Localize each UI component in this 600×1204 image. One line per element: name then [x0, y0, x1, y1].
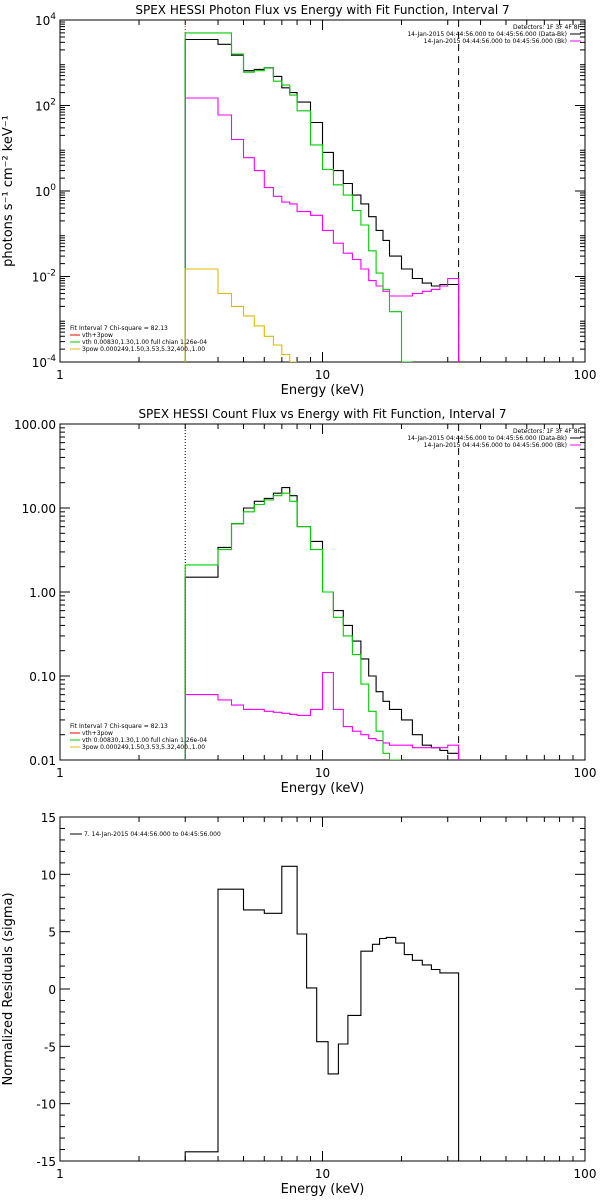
series-group: [184, 865, 460, 1161]
y-tick-label: 104: [35, 12, 56, 28]
x-tick-label: 10: [315, 368, 330, 382]
series-line-bk: [184, 671, 460, 760]
x-axis-label: Energy (keV): [281, 1182, 365, 1197]
legend-entry: 14-Jan-2015 04:44:56.000 to 04:45:56.000…: [407, 435, 567, 442]
x-tick-label: 100: [574, 1167, 597, 1181]
y-tick-label: 102: [35, 98, 56, 114]
y-axis-label: Normalized Residuals (sigma): [1, 892, 16, 1085]
series-line-7: [184, 865, 460, 1161]
legend-entry: 7. 14-Jan-2015 04:44:56.000 to 04:45:56.…: [84, 831, 221, 838]
fit-legend-header: Fit Interval 7 Chi-square = 82.13: [70, 723, 168, 730]
fit-legend-entry: vth 0.00830,1.30,1.00 full chian 1.26e-0…: [82, 737, 207, 744]
series-line-bk: [184, 97, 460, 362]
y-tick-label: -15: [36, 1155, 56, 1169]
plot-frame: [59, 19, 586, 363]
y-tick-base: 10: [35, 185, 50, 199]
legend-entry: 14-Jan-2015 04:44:56.000 to 04:45:56.000…: [407, 31, 567, 38]
series-line-data-bk: [184, 487, 460, 760]
x-axis-label: Energy (keV): [281, 781, 365, 796]
plot-frame: [59, 816, 586, 1162]
y-tick-label: 10: [41, 868, 56, 882]
y-axis-label: photons s⁻¹ cm⁻² keV⁻¹: [1, 115, 16, 267]
series-group: [184, 32, 460, 362]
y-tick-label: 10.00: [22, 502, 56, 516]
x-tick-label: 10: [315, 1167, 330, 1181]
y-tick-label: 1.00: [29, 586, 56, 600]
series-line-data-bk: [184, 38, 460, 362]
fit-legend-entry: vth+3pow: [82, 730, 113, 737]
y-tick-label: 0: [48, 983, 56, 997]
series-group: [184, 487, 460, 760]
fit-legend-entry: vth 0.00830,1.30,1.00 full chian 1.26e-0…: [82, 339, 207, 346]
y-tick-exponent: 2: [50, 98, 56, 108]
y-tick-label: -5: [44, 1040, 56, 1054]
y-tick-base: 10: [35, 14, 50, 28]
x-axis-label: Energy (keV): [281, 383, 365, 398]
chart-panel-2: SPEX HESSI Count Flux vs Energy with Fit…: [14, 407, 596, 796]
chart-title: SPEX HESSI Count Flux vs Energy with Fit…: [138, 407, 506, 421]
y-tick-exponent: -2: [47, 269, 56, 279]
y-tick-exponent: 0: [50, 183, 56, 193]
x-tick-label: 1: [56, 766, 64, 780]
x-tick-label: 100: [574, 368, 597, 382]
fit-legend-header: Fit Interval 7 Chi-square = 82.13: [70, 325, 168, 332]
y-tick-base: 10: [35, 100, 50, 114]
legend-entry: 14-Jan-2015 04:44:56.000 to 04:45:56.000…: [424, 38, 567, 45]
y-tick-label: 0.01: [29, 754, 56, 768]
y-tick-label: 100.00: [14, 418, 56, 432]
chart-title: SPEX HESSI Photon Flux vs Energy with Fi…: [135, 3, 509, 17]
y-tick-label: 10-2: [32, 269, 56, 285]
y-tick-label: 100: [35, 183, 56, 199]
fit-legend-entry: 3pow 0.000249,1.50,3.53,5.32,400.,1.00: [82, 744, 205, 751]
x-tick-label: 1: [56, 1167, 64, 1181]
chart-panel-1: SPEX HESSI Photon Flux vs Energy with Fi…: [1, 3, 596, 398]
y-tick-base: 10: [32, 356, 47, 370]
y-tick-exponent: -4: [47, 354, 56, 364]
x-tick-label: 1: [56, 368, 64, 382]
fit-legend-entry: 3pow 0.000249,1.50,3.53,5.32,400.,1.00: [82, 346, 205, 353]
y-tick-label: 5: [48, 926, 56, 940]
y-tick-base: 10: [32, 271, 47, 285]
y-tick-exponent: 4: [50, 12, 56, 22]
y-tick-label: 0.10: [29, 670, 56, 684]
legend-header: Detectors: 1F 3F 4F 8F: [513, 428, 582, 435]
series-line-vth-3pow: [184, 492, 402, 760]
chart-panel-3: 1 10 100 Energy (keV) -15 -10 -5 0 5 10 15 Normaliz…: [1, 811, 596, 1197]
legend-header: Detectors: 1F 3F 4F 8F: [513, 24, 582, 31]
x-tick-label: 100: [574, 766, 597, 780]
fit-legend-entry: vth+3pow: [82, 332, 113, 339]
y-tick-label: 10-4: [32, 354, 57, 370]
series-line-3pow: [184, 268, 298, 362]
y-tick-label: -10: [36, 1098, 56, 1112]
y-tick-label: 15: [41, 811, 56, 825]
x-tick-label: 10: [315, 766, 330, 780]
legend-entry: 14-Jan-2015 04:44:56.000 to 04:45:56.000…: [424, 442, 567, 449]
series-line-vth-3pow: [184, 32, 413, 362]
